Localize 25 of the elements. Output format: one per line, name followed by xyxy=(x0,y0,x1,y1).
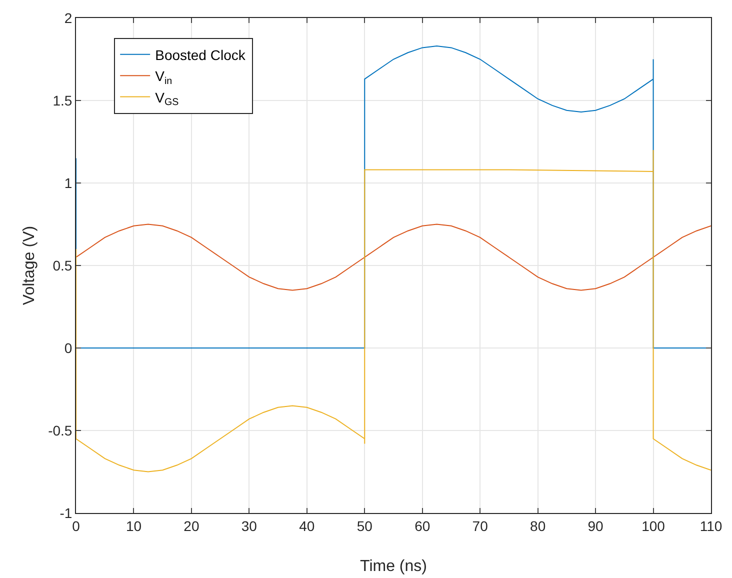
x-tick-label: 100 xyxy=(642,518,666,534)
y-tick-label: -0.5 xyxy=(48,422,72,438)
y-tick-label: -1 xyxy=(60,504,72,521)
x-tick-label: 40 xyxy=(299,518,315,534)
x-axis-title: Time (ns) xyxy=(360,558,427,575)
x-tick-label: 90 xyxy=(588,518,604,534)
y-axis-title: Voltage (V) xyxy=(21,226,38,306)
y-tick-label: 2 xyxy=(64,10,72,26)
x-tick-label: 30 xyxy=(241,518,258,534)
line-series xyxy=(76,224,711,291)
legend-label: V$_{in}$ xyxy=(155,68,172,87)
y-tick-label: 0.5 xyxy=(52,257,72,274)
legend-label: V$_{GS}$ xyxy=(155,89,180,108)
legend-label: Boosted Clock xyxy=(155,46,246,63)
x-tick-label: 80 xyxy=(530,518,546,534)
y-tick-label: 0 xyxy=(64,340,72,356)
x-tick-label: 50 xyxy=(356,518,373,534)
line-series xyxy=(76,150,711,472)
x-tick-label: 110 xyxy=(700,518,722,534)
y-tick-label: 1 xyxy=(64,174,72,191)
y-tick-label: 1.5 xyxy=(52,92,72,108)
x-tick-label: 20 xyxy=(184,518,200,534)
x-tick-label: 70 xyxy=(472,518,488,534)
x-tick-label: 10 xyxy=(126,518,142,534)
x-tick-label: 60 xyxy=(414,518,430,534)
